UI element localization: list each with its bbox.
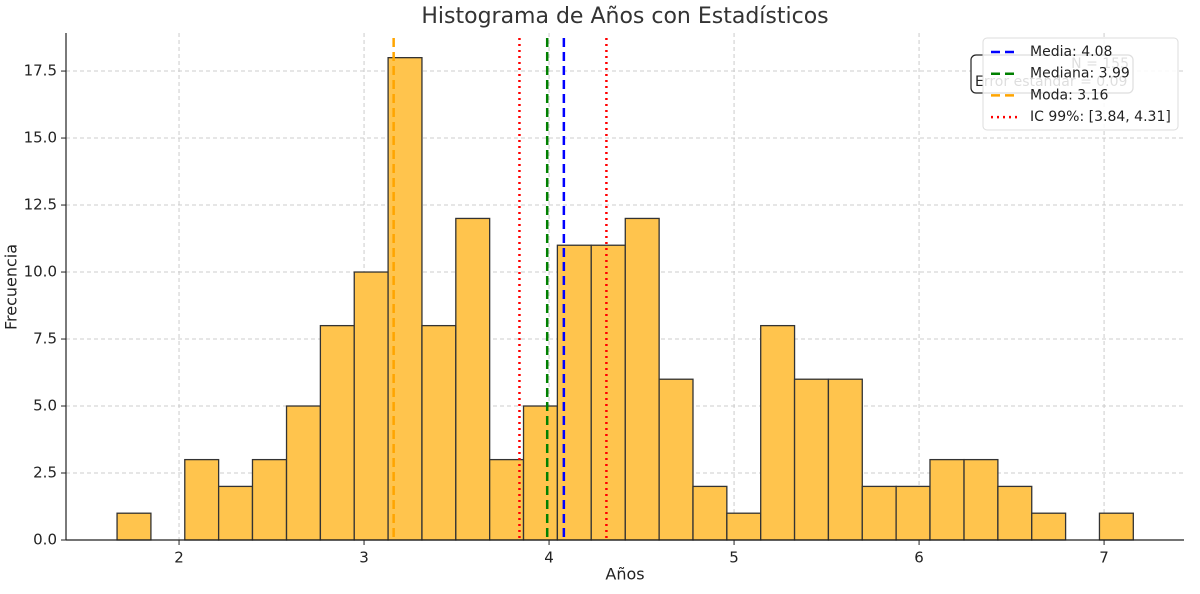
bar — [556, 244, 592, 541]
bar — [760, 324, 796, 541]
bar — [624, 217, 660, 541]
bar — [929, 458, 965, 541]
bar — [421, 324, 457, 541]
y-tick-label: 5.0 — [33, 397, 57, 415]
y-tick-label: 17.5 — [24, 62, 57, 80]
y-tick-label: 12.5 — [24, 196, 57, 214]
bar — [827, 378, 863, 541]
x-tick-label: 2 — [174, 549, 184, 567]
y-axis-label: Frecuencia — [2, 244, 21, 330]
legend-label: Moda: 3.16 — [1030, 87, 1109, 103]
legend-box — [982, 37, 1179, 131]
chart-title: Histograma de Años con Estadísticos — [421, 4, 828, 29]
x-tick-label: 6 — [914, 549, 924, 567]
x-axis-label: Años — [605, 565, 644, 584]
legend-label: IC 99%: [3.84, 4.31] — [1030, 109, 1171, 125]
y-tick-label: 2.5 — [33, 464, 57, 482]
bar — [353, 271, 389, 541]
bar — [217, 485, 254, 541]
bar — [963, 458, 999, 541]
bar — [1098, 512, 1134, 541]
y-tick-label: 10.0 — [24, 263, 57, 281]
bar — [522, 405, 559, 541]
bar — [726, 512, 762, 541]
bar — [861, 485, 897, 541]
bar — [455, 217, 491, 541]
bar — [997, 485, 1033, 541]
bar — [116, 512, 152, 541]
bar — [251, 458, 288, 541]
x-tick-label: 5 — [729, 549, 739, 567]
legend-label: Media: 4.08 — [1030, 44, 1112, 60]
x-tick-label: 3 — [359, 549, 369, 567]
legend-label: Mediana: 3.99 — [1030, 66, 1130, 82]
bar — [692, 485, 728, 541]
x-tick-label: 4 — [544, 549, 554, 567]
bar — [793, 378, 830, 541]
bar — [895, 485, 931, 541]
bar — [285, 405, 322, 541]
bar — [590, 244, 626, 541]
bar — [319, 324, 355, 541]
bar — [1031, 512, 1067, 541]
bar — [184, 458, 220, 541]
y-tick-label: 0.0 — [33, 531, 57, 549]
bar — [658, 378, 694, 541]
y-tick-label: 7.5 — [33, 330, 57, 348]
x-tick-label: 7 — [1099, 549, 1109, 567]
y-tick-label: 15.0 — [24, 129, 57, 147]
